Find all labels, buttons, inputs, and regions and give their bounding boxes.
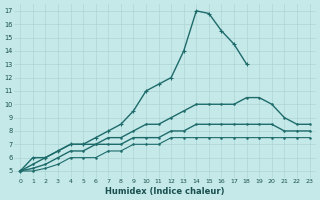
X-axis label: Humidex (Indice chaleur): Humidex (Indice chaleur): [105, 187, 225, 196]
